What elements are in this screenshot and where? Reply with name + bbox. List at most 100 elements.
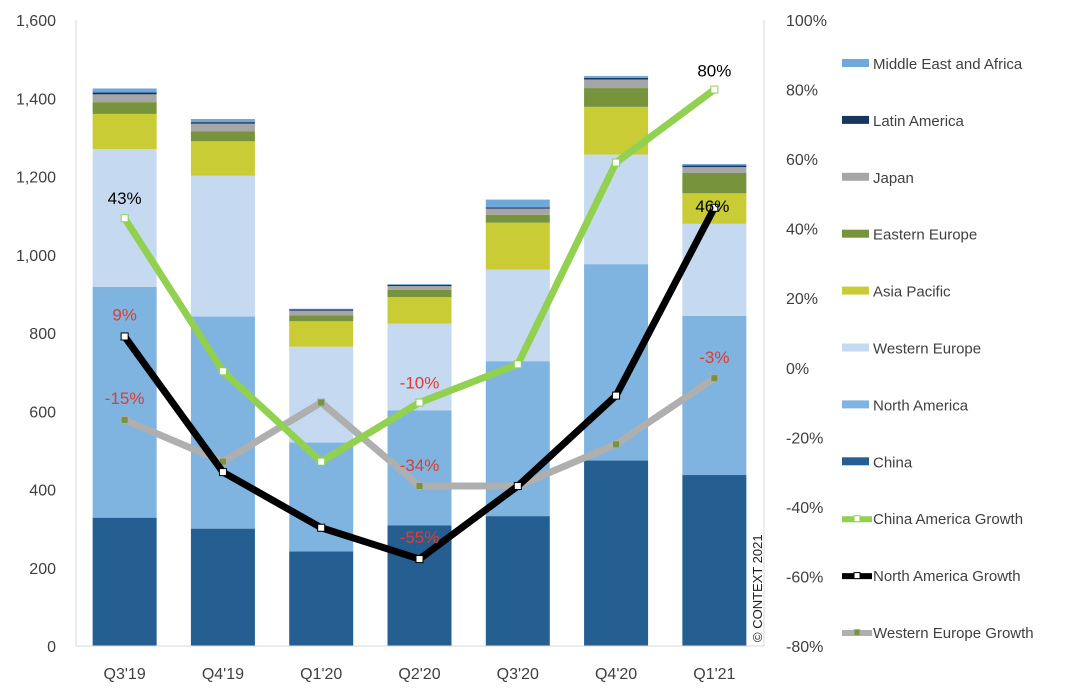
bar-segment-japan <box>682 167 747 173</box>
legend-swatch <box>842 172 869 181</box>
bar-segment-eastern-europe <box>682 172 747 194</box>
x-tick-label: Q3'19 <box>104 666 146 683</box>
legend-swatch <box>842 286 869 295</box>
line-marker <box>710 374 719 383</box>
y2-tick-label: 60% <box>786 152 818 169</box>
legend-item-western-europe: Western Europe <box>842 341 981 358</box>
bar-segment-latin-america <box>485 207 550 209</box>
bar-segment-western-europe <box>190 175 255 317</box>
legend-item-eastern-europe: Eastern Europe <box>842 227 977 244</box>
bar-stack-q1-20 <box>289 308 354 646</box>
y-tick-label: 1,200 <box>16 170 56 187</box>
legend-swatch <box>842 115 869 124</box>
line-marker <box>317 523 326 532</box>
data-label: 9% <box>112 305 137 324</box>
bar-stack-q3-20 <box>485 199 550 646</box>
bar-segment-asia-pacific <box>289 321 354 347</box>
line-marker <box>415 482 424 491</box>
annotations-layer: 43% 80% 46% 9% -15% -10% -34% -55% -3% <box>105 62 732 547</box>
y-tick-label: 0 <box>47 639 56 656</box>
legend-swatch <box>842 59 869 67</box>
bars-layer <box>92 75 747 646</box>
x-tick-label: Q1'20 <box>300 666 342 683</box>
legend-label: China America Growth <box>873 511 1023 528</box>
bar-segment-china <box>485 516 550 646</box>
bar-segment-latin-america <box>584 77 649 80</box>
legend-item-middle-east-and-africa: Middle East and Africa <box>842 56 1023 73</box>
legend-label: Latin America <box>873 113 965 130</box>
bar-segment-middle-east-and-africa <box>92 88 157 93</box>
legend-label: Asia Pacific <box>873 284 951 301</box>
line-north-america-growth <box>120 203 719 564</box>
bar-segment-china <box>190 528 255 646</box>
data-label: -34% <box>400 456 440 475</box>
bar-segment-japan <box>584 79 649 89</box>
y2-tick-label: 0% <box>786 361 809 378</box>
data-label: -3% <box>699 348 729 367</box>
bar-stack-q4-19 <box>190 118 255 646</box>
copyright-watermark: © CONTEXT 2021 <box>750 534 765 642</box>
bar-segment-eastern-europe <box>485 214 550 223</box>
bar-segment-middle-east-and-africa <box>485 199 550 208</box>
bar-segment-north-america <box>485 361 550 517</box>
data-label: 80% <box>697 62 731 81</box>
bar-segment-eastern-europe <box>289 315 354 322</box>
legend-swatch <box>842 343 869 352</box>
bar-segment-middle-east-and-africa <box>584 75 649 78</box>
legend-swatch <box>842 457 869 466</box>
bar-segment-latin-america <box>190 122 255 124</box>
line-marker <box>710 85 719 94</box>
y-tick-label: 1,600 <box>16 13 56 30</box>
y-tick-label: 1,000 <box>16 248 56 265</box>
legend-label: North America Growth <box>873 568 1021 585</box>
x-tick-label: Q1'21 <box>693 666 735 683</box>
y2-tick-label: -20% <box>786 430 823 447</box>
bar-segment-western-europe <box>682 223 747 316</box>
y-tick-label: 800 <box>29 326 56 343</box>
legend-item-north-america: North America <box>842 397 969 414</box>
bar-segment-eastern-europe <box>584 88 649 107</box>
bar-stack-q2-20 <box>387 284 452 646</box>
line-marker <box>218 468 227 477</box>
y-tick-label: 600 <box>29 404 56 421</box>
line-marker <box>513 360 522 369</box>
bar-segment-china <box>682 475 747 646</box>
bar-segment-china <box>584 460 649 646</box>
bar-segment-asia-pacific <box>92 113 157 150</box>
legend-item-latin-america: Latin America <box>842 113 965 130</box>
y-tick-label: 200 <box>29 561 56 578</box>
bar-segment-asia-pacific <box>387 297 452 324</box>
y2-tick-label: 100% <box>786 13 827 30</box>
bar-segment-japan <box>485 208 550 215</box>
legend-swatch <box>842 229 869 238</box>
bar-segment-japan <box>289 310 354 316</box>
legend-item-japan: Japan <box>842 170 914 187</box>
legend-label: Western Europe Growth <box>873 625 1034 642</box>
legend-swatch <box>842 400 869 409</box>
bar-segment-middle-east-and-africa <box>682 163 747 166</box>
y-tick-label: 1,400 <box>16 91 56 108</box>
legend-label: Eastern Europe <box>873 227 977 244</box>
bar-segment-japan <box>92 94 157 103</box>
bar-segment-latin-america <box>289 309 354 311</box>
legend-item-china: China <box>842 454 913 471</box>
line-marker <box>415 555 424 564</box>
line-marker <box>612 440 621 449</box>
bar-stack-q3-19 <box>92 88 157 646</box>
bar-segment-north-america <box>190 316 255 529</box>
line-marker <box>120 214 129 223</box>
growth-lines-layer <box>120 85 719 564</box>
legend-item-china-america-growth: China America Growth <box>842 511 1023 528</box>
line-marker <box>513 482 522 491</box>
bar-segment-latin-america <box>682 165 747 168</box>
line-marker <box>218 367 227 376</box>
bar-segment-north-america <box>92 286 157 518</box>
bar-segment-eastern-europe <box>387 289 452 298</box>
bar-segment-middle-east-and-africa <box>289 308 354 310</box>
x-tick-label: Q2'20 <box>398 666 440 683</box>
line-marker <box>120 332 129 341</box>
legend-label: Western Europe <box>873 341 981 358</box>
legend-item-asia-pacific: Asia Pacific <box>842 284 951 301</box>
bar-segment-middle-east-and-africa <box>387 284 452 285</box>
